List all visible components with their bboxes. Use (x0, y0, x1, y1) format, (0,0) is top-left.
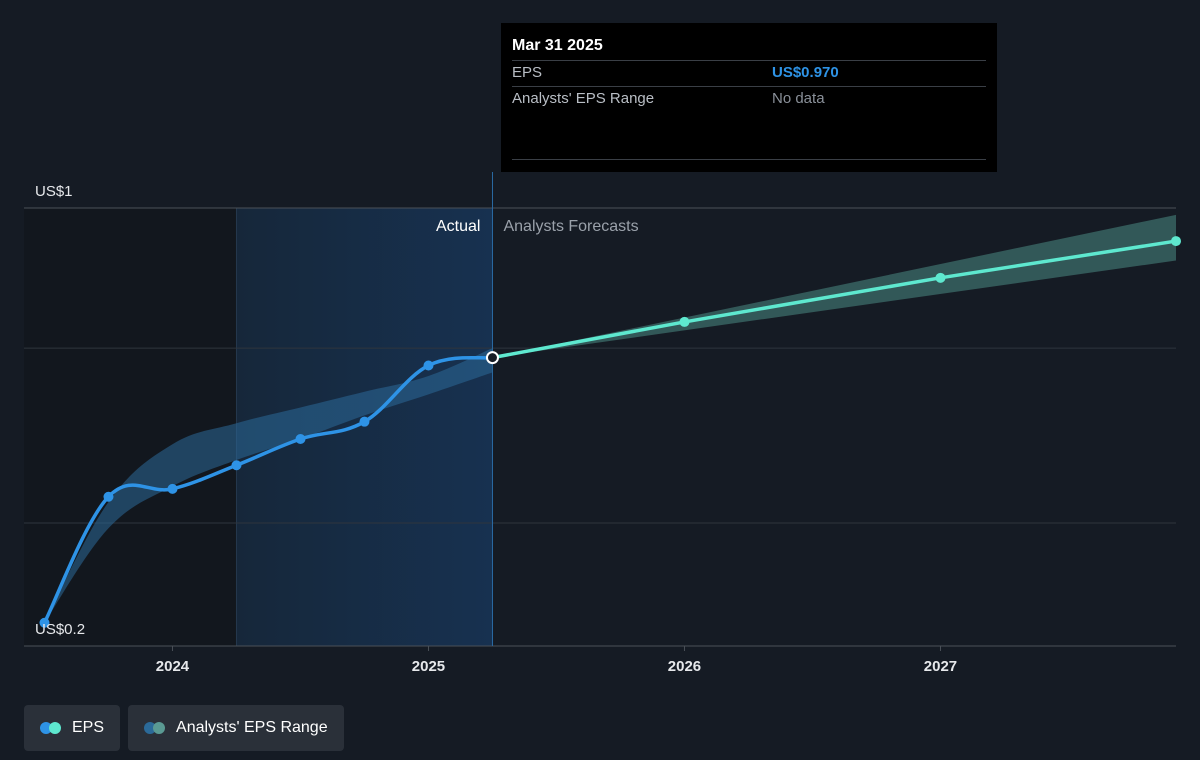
eps-point-forecast (679, 316, 690, 327)
tooltip-range-value: No data (772, 90, 825, 107)
eps-point-actual (167, 483, 178, 494)
eps-point-actual (103, 491, 114, 502)
eps-point-actual (39, 617, 50, 628)
range-band-forecast (492, 214, 1177, 358)
tooltip-row-range: Analysts' EPS Range No data (512, 86, 986, 112)
tooltip-eps-value: US$0.970 (772, 64, 839, 81)
past-region (24, 208, 237, 646)
eps-point-current (485, 351, 499, 365)
legend-item-range[interactable]: Analysts' EPS Range (128, 705, 344, 751)
x-tick-label: 2024 (156, 658, 190, 675)
x-tick-label: 2025 (412, 658, 445, 675)
y-tick-label: US$1 (35, 183, 73, 200)
tooltip-eps-label: EPS (512, 64, 543, 81)
forecast-label: Analysts Forecasts (503, 218, 638, 235)
chart-background (24, 208, 493, 646)
x-tick-label: 2027 (924, 658, 957, 675)
legend-item-eps[interactable]: EPS (24, 705, 121, 751)
eps-point-forecast (935, 272, 946, 283)
tooltip-date: Mar 31 2025 (512, 37, 603, 54)
eps-point-actual (423, 360, 434, 371)
eps-point-forecast (1171, 236, 1181, 247)
eps-line-forecast (490, 239, 1178, 360)
eps-point-actual (231, 460, 242, 471)
tooltip: Mar 31 2025 EPS US$0.970 Analysts' EPS R… (501, 23, 997, 172)
tooltip-divider (512, 159, 986, 160)
x-tick-label: 2026 (668, 658, 701, 675)
range-dots-icon (144, 722, 166, 734)
eps-dots-icon (40, 722, 62, 734)
tooltip-range-label: Analysts' EPS Range (512, 90, 655, 107)
eps-point-actual (359, 416, 370, 427)
legend: EPS Analysts' EPS Range (24, 705, 344, 751)
eps-chart: US$1 US$0.2 2024 2025 2026 2027 Actual Analysts… (24, 172, 1181, 675)
eps-point-actual (295, 434, 306, 444)
actual-label: Actual (436, 218, 480, 235)
legend-range-label: Analysts' EPS Range (176, 719, 328, 736)
legend-eps-label: EPS (72, 719, 105, 736)
y-tick-label: US$0.2 (35, 621, 85, 638)
chart-gridlines (24, 172, 1176, 647)
eps-points (39, 236, 1181, 628)
chart-labels: US$1 US$0.2 2024 2025 2026 2027 Actual Analysts… (35, 183, 957, 675)
tooltip-row-eps: EPS US$0.970 (512, 60, 986, 86)
